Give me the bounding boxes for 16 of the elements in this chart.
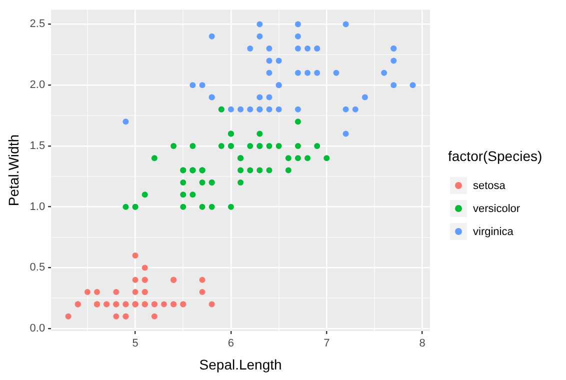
y-tick-label: 2.0 — [30, 79, 46, 92]
x-tick-label: 5 — [132, 338, 138, 350]
x-axis-title: Sepal.Length — [199, 356, 282, 372]
y-tick-label: 1.0 — [30, 200, 46, 213]
legend-label: virginica — [473, 226, 514, 238]
legend-label: setosa — [473, 180, 506, 192]
legend-title: factor(Species) — [448, 148, 542, 164]
legend-label: versicolor — [473, 202, 520, 214]
y-tick-label: 1.5 — [30, 140, 46, 152]
y-tick-label: 2.5 — [30, 18, 46, 30]
y-axis-title: Petal.Width — [5, 134, 22, 206]
y-tick-label: 0.5 — [30, 262, 46, 274]
x-tick-label: 7 — [324, 338, 330, 350]
y-tick-label: 0.0 — [30, 322, 46, 335]
x-tick-label: 8 — [419, 338, 426, 350]
x-tick-label: 6 — [228, 338, 234, 350]
